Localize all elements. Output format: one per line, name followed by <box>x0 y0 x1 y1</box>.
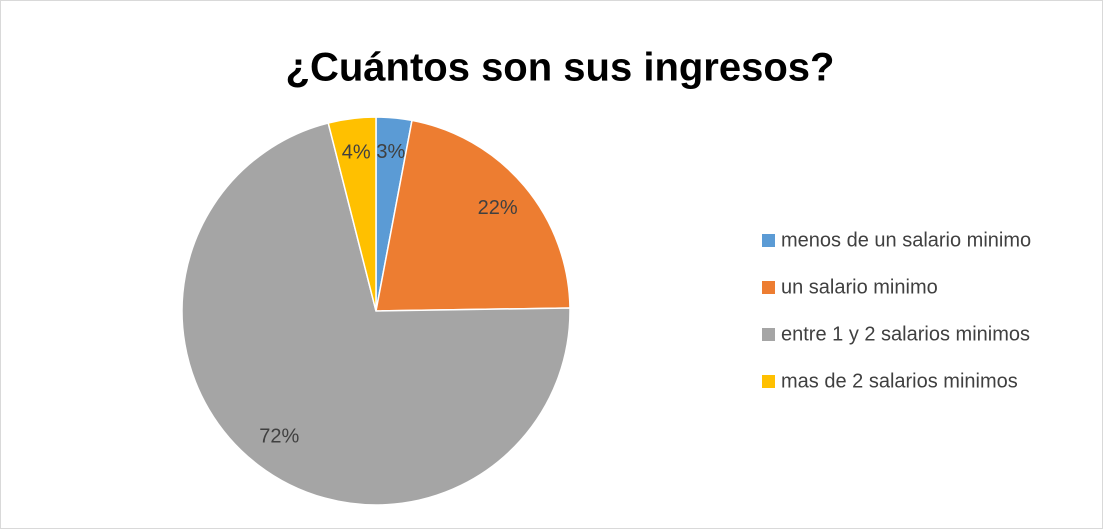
data-label: 3% <box>376 141 405 163</box>
legend-swatch <box>762 234 775 247</box>
legend-label: entre 1 y 2 salarios minimos <box>781 323 1030 345</box>
pie-slice <box>327 116 377 312</box>
legend-swatch <box>762 328 775 341</box>
chart-title: ¿Cuántos son sus ingresos? <box>286 46 835 90</box>
legend-swatch <box>762 375 775 388</box>
pie-slice <box>375 119 571 312</box>
legend-label: menos de un salario minimo <box>781 229 1031 251</box>
legend-label: un salario minimo <box>781 276 938 298</box>
data-label: 4% <box>342 141 371 163</box>
data-label: 72% <box>259 426 299 448</box>
legend-swatch <box>762 281 775 294</box>
pie-slice <box>181 122 571 506</box>
data-label: 22% <box>478 197 518 219</box>
legend-label: mas de 2 salarios minimos <box>781 370 1018 392</box>
